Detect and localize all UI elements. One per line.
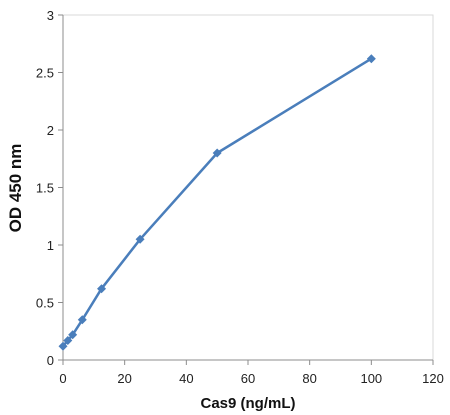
y-axis-title: OD 450 nm bbox=[6, 144, 25, 233]
x-tick-label: 80 bbox=[302, 371, 316, 386]
data-point-marker bbox=[135, 234, 145, 244]
x-tick-label: 20 bbox=[117, 371, 131, 386]
x-axis-title: Cas9 (ng/mL) bbox=[200, 395, 295, 412]
y-tick-label: 2 bbox=[47, 123, 54, 138]
data-point-marker bbox=[63, 335, 73, 345]
data-point-marker bbox=[58, 341, 68, 351]
data-point-marker bbox=[68, 330, 78, 340]
plot-area-frame bbox=[62, 14, 434, 361]
data-point-marker bbox=[212, 148, 222, 158]
x-tick-label: 120 bbox=[422, 371, 444, 386]
y-tick-label: 2.5 bbox=[36, 66, 54, 81]
series-line bbox=[62, 57, 372, 347]
y-tick-label: 1.5 bbox=[36, 181, 54, 196]
x-tick-label: 40 bbox=[179, 371, 193, 386]
y-tick-label: 0 bbox=[47, 353, 54, 368]
y-tick-label: 1 bbox=[47, 238, 54, 253]
x-axis-ticks: 0 20 40 60 80 100 120 bbox=[59, 360, 444, 386]
y-tick-label: 0.5 bbox=[36, 296, 54, 311]
x-tick-label: 60 bbox=[241, 371, 255, 386]
y-axis-ticks: 0 0.5 1 1.5 2 2.5 3 bbox=[36, 8, 63, 368]
data-point-marker bbox=[77, 315, 87, 325]
data-point-marker bbox=[97, 284, 107, 294]
x-tick-label: 0 bbox=[59, 371, 66, 386]
series-layer bbox=[58, 54, 376, 351]
data-point-marker bbox=[366, 54, 376, 64]
y-tick-label: 3 bbox=[47, 8, 54, 23]
x-tick-label: 100 bbox=[360, 371, 382, 386]
